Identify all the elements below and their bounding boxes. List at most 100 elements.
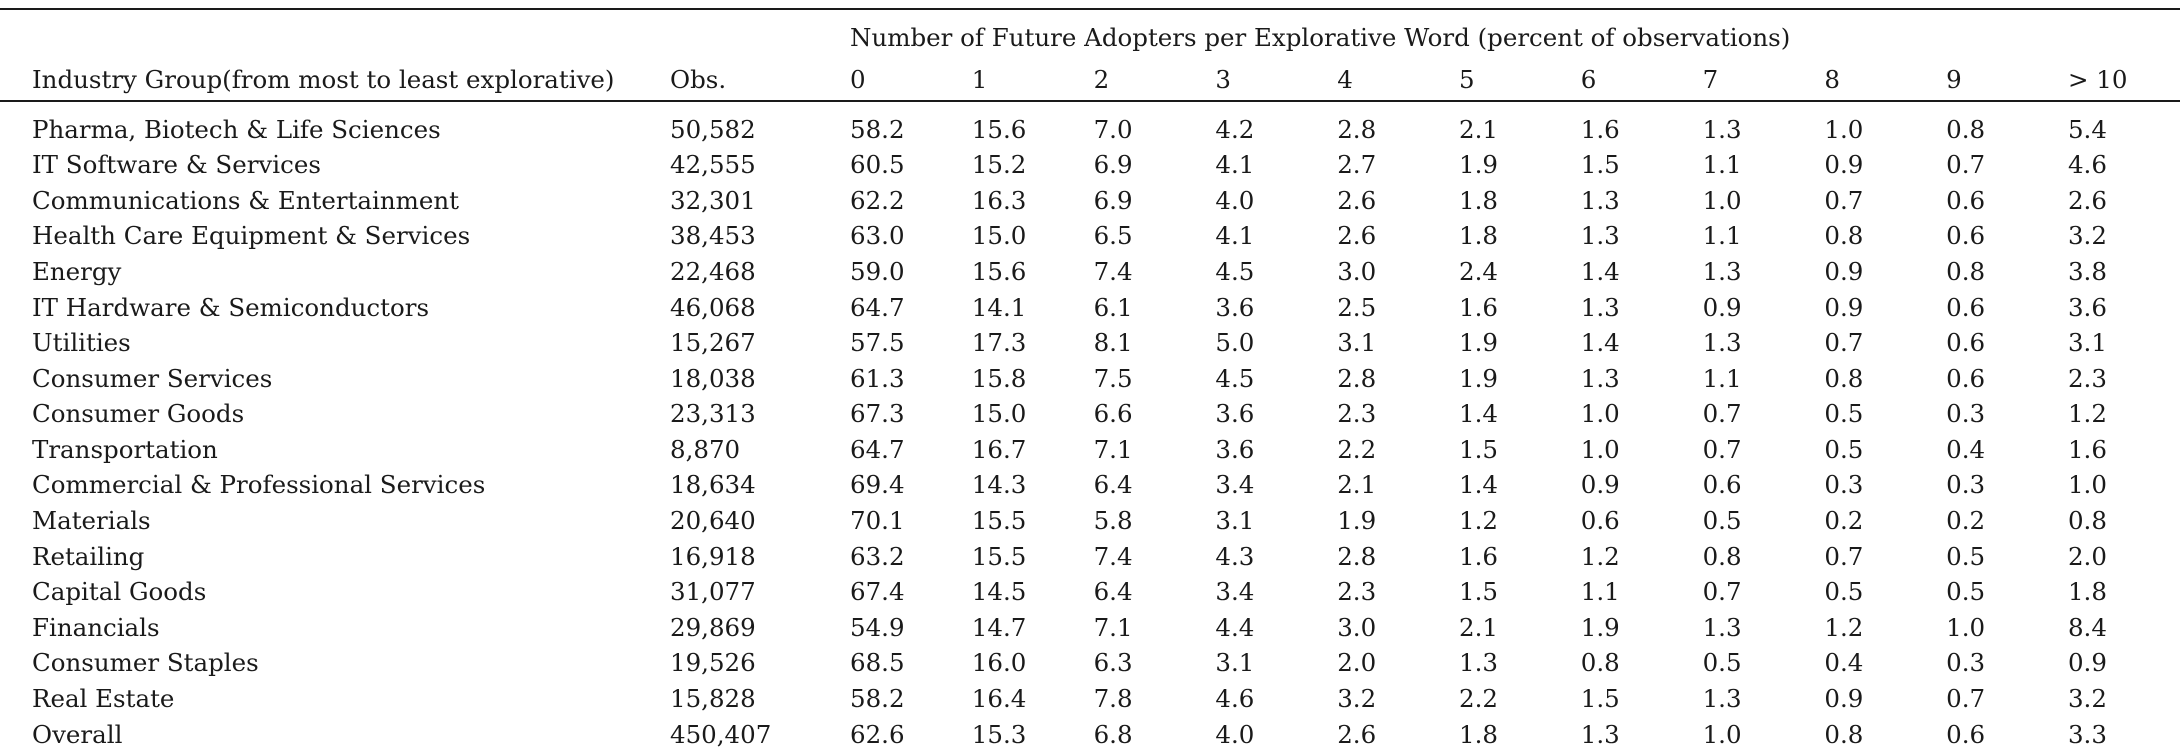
percent-cell: 4.0 <box>1215 719 1255 749</box>
column-header-value: 9 <box>1946 60 2068 102</box>
percent-cell: 0.6 <box>1946 185 1986 215</box>
obs-cell: 32,301 <box>670 185 756 215</box>
column-header-value: 3 <box>1215 60 1338 102</box>
column-header-row: Industry Group(from most to least explor… <box>0 60 2180 102</box>
industry-name-cell: Consumer Goods <box>32 399 245 429</box>
column-header-value: 6 <box>1580 60 1703 102</box>
percent-cell: 0.5 <box>1702 648 1742 678</box>
percent-cell: 1.9 <box>1458 150 1498 180</box>
percent-cell: 4.6 <box>2067 150 2107 180</box>
percent-cell: 0.6 <box>1946 292 1986 322</box>
obs-cell: 46,068 <box>670 292 756 322</box>
industry-name-cell: IT Hardware & Semiconductors <box>32 292 430 322</box>
industry-name-cell: IT Software & Services <box>32 150 321 180</box>
percent-cell: 0.7 <box>1946 150 1986 180</box>
percent-cell: 0.9 <box>1580 470 1620 500</box>
industry-name-cell: Energy <box>32 256 122 286</box>
percent-cell: 7.1 <box>1093 434 1133 464</box>
percent-cell: 2.0 <box>1337 648 1377 678</box>
industry-name-cell: Communications & Entertainment <box>32 185 459 215</box>
percent-cell: 0.4 <box>1824 648 1864 678</box>
percent-cell: 5.0 <box>1215 328 1255 358</box>
percent-cell: 7.5 <box>1093 363 1133 393</box>
percent-cell: 1.8 <box>2067 577 2107 607</box>
obs-cell: 8,870 <box>670 434 741 464</box>
percent-cell: 0.7 <box>1824 328 1864 358</box>
percent-cell: 1.2 <box>1580 541 1620 571</box>
column-header-value: 2 <box>1093 60 1216 102</box>
percent-cell: 1.4 <box>1580 328 1620 358</box>
table-row: IT Hardware & Semiconductors 46,068 64.7 14… <box>0 290 2180 326</box>
percent-cell: 60.5 <box>850 150 905 180</box>
percent-cell: 14.5 <box>971 577 1027 607</box>
percent-cell: 1.6 <box>1580 114 1620 144</box>
percent-cell: 64.7 <box>850 292 905 322</box>
percent-cell: 2.8 <box>1337 114 1377 144</box>
percent-cell: 2.3 <box>1337 577 1377 607</box>
percent-cell: 0.9 <box>1824 150 1864 180</box>
percent-cell: 15.0 <box>971 399 1027 429</box>
percent-cell: 3.1 <box>1215 648 1255 678</box>
percent-cell: 0.6 <box>1946 328 1986 358</box>
industry-name-cell: Transportation <box>32 434 218 464</box>
percent-cell: 15.0 <box>971 221 1027 251</box>
percent-cell: 63.0 <box>850 221 905 251</box>
percent-cell: 7.4 <box>1093 256 1133 286</box>
industry-name-cell: Health Care Equipment & Services <box>32 221 471 251</box>
table-row: Consumer Services 18,038 61.3 15.8 7.5 4.5 2.8… <box>0 361 2180 397</box>
table-row: IT Software & Services 42,555 60.5 15.2 6.9 4… <box>0 148 2180 184</box>
spanning-header: Number of Future Adopters per Explorativ… <box>850 22 1791 52</box>
percent-cell: 0.9 <box>1824 256 1864 286</box>
percent-cell: 1.5 <box>1458 434 1498 464</box>
percent-cell: 1.0 <box>1580 399 1620 429</box>
percent-cell: 3.6 <box>1215 434 1255 464</box>
percent-cell: 0.3 <box>1946 399 1986 429</box>
percent-cell: 6.4 <box>1093 577 1133 607</box>
percent-cell: 0.6 <box>1580 506 1620 536</box>
percent-cell: 0.7 <box>1702 434 1742 464</box>
percent-cell: 61.3 <box>850 363 905 393</box>
obs-cell: 15,267 <box>670 328 756 358</box>
percent-cell: 1.3 <box>1580 221 1620 251</box>
industry-name-cell: Pharma, Biotech & Life Sciences <box>32 114 441 144</box>
table-row: Energy 22,468 59.0 15.6 7.4 4.5 3.0 2.4 1.4 1.3 0.… <box>0 254 2180 290</box>
percent-cell: 3.0 <box>1337 256 1377 286</box>
percent-cell: 1.1 <box>1580 577 1620 607</box>
percent-cell: 1.4 <box>1458 399 1498 429</box>
percent-cell: 0.2 <box>1946 506 1986 536</box>
percent-cell: 6.1 <box>1093 292 1133 322</box>
percent-cell: 3.1 <box>2067 328 2107 358</box>
table-row: Utilities 15,267 57.5 17.3 8.1 5.0 3.1 1.9 1.4 1.… <box>0 326 2180 362</box>
percent-cell: 0.5 <box>1946 577 1986 607</box>
table-row: Communications & Entertainment 32,301 62.2… <box>0 183 2180 219</box>
percent-cell: 2.1 <box>1337 470 1377 500</box>
percent-cell: 4.1 <box>1215 221 1255 251</box>
percent-cell: 16.7 <box>971 434 1027 464</box>
industry-name-cell: Commercial & Professional Services <box>32 470 486 500</box>
percent-cell: 3.1 <box>1215 506 1255 536</box>
percent-cell: 15.6 <box>971 114 1027 144</box>
percent-cell: 0.5 <box>1702 506 1742 536</box>
percent-cell: 2.3 <box>2067 363 2107 393</box>
column-header-value: 7 <box>1702 60 1825 102</box>
industry-name-cell: Retailing <box>32 541 145 571</box>
percent-cell: 1.0 <box>1580 434 1620 464</box>
percent-cell: 1.5 <box>1458 577 1498 607</box>
percent-cell: 63.2 <box>850 541 905 571</box>
percent-cell: 6.5 <box>1093 221 1133 251</box>
percent-cell: 3.1 <box>1337 328 1377 358</box>
percent-cell: 1.8 <box>1458 221 1498 251</box>
percent-cell: 69.4 <box>850 470 905 500</box>
column-header-value: 1 <box>971 60 1094 102</box>
percent-cell: 3.2 <box>1337 684 1377 714</box>
percent-cell: 1.4 <box>1458 470 1498 500</box>
obs-cell: 450,407 <box>670 719 772 749</box>
percent-cell: 0.3 <box>1946 648 1986 678</box>
spanning-header-row: Number of Future Adopters per Explorativ… <box>0 10 2180 60</box>
table-row: Real Estate 15,828 58.2 16.4 7.8 4.6 3.2 2.2 1.5… <box>0 682 2180 718</box>
obs-cell: 50,582 <box>670 114 756 144</box>
percent-cell: 15.5 <box>971 541 1027 571</box>
percent-cell: 0.9 <box>2067 648 2107 678</box>
percent-cell: 1.6 <box>1458 541 1498 571</box>
percent-cell: 3.2 <box>2067 684 2107 714</box>
